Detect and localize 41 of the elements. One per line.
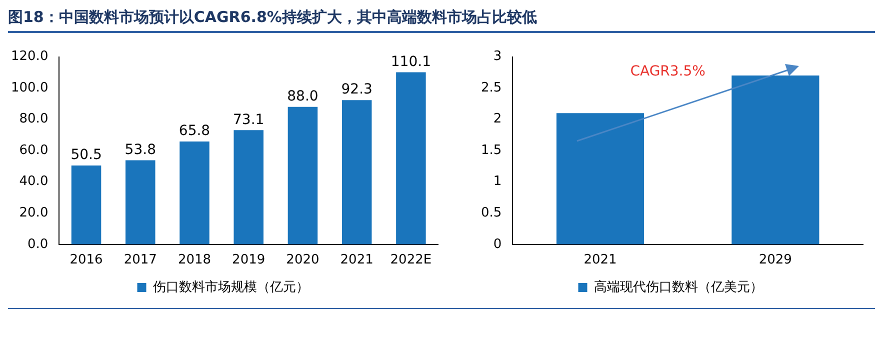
data-label: 88.0 xyxy=(287,88,318,104)
bar xyxy=(288,106,318,244)
data-label: 92.3 xyxy=(341,82,372,98)
data-label: 65.8 xyxy=(178,123,210,140)
bar xyxy=(71,165,102,244)
legend-label: 伤口数料市场规模（亿元） xyxy=(152,280,309,295)
bar xyxy=(396,72,426,244)
legend-label: 高端现代伤口数料（亿美元） xyxy=(594,278,763,295)
y-tick-label: 0.5 xyxy=(480,206,502,221)
y-tick-label: 3 xyxy=(493,49,502,64)
y-tick-label: 80.0 xyxy=(19,112,48,127)
bar xyxy=(234,130,264,244)
x-tick-label: 2029 xyxy=(758,252,792,268)
x-tick-label: 2019 xyxy=(232,252,266,268)
x-tick-label: 2021 xyxy=(340,252,374,268)
y-tick-label: 20.0 xyxy=(19,206,48,221)
x-tick-label: 2022E xyxy=(390,252,432,268)
x-tick-label: 2018 xyxy=(178,252,212,268)
y-tick-label: 1 xyxy=(493,174,502,190)
chart-title: 图18：中国数料市场预计以CAGR6.8%持续扩大，其中高端数料市场占比较低 xyxy=(8,8,875,33)
y-tick-label: 2.5 xyxy=(480,80,502,96)
data-label: 73.1 xyxy=(233,112,264,128)
data-label: 110.1 xyxy=(390,54,431,70)
data-label: 50.5 xyxy=(70,147,102,164)
bar xyxy=(126,160,156,244)
x-tick-label: 2017 xyxy=(124,252,157,268)
annotation: CAGR3.5% xyxy=(630,63,706,80)
y-tick-label: 40.0 xyxy=(19,174,48,190)
y-tick-label: 120.0 xyxy=(11,49,48,64)
y-tick-label: 1.5 xyxy=(480,142,502,158)
y-tick-label: 100.0 xyxy=(11,80,48,96)
y-tick-label: 0.0 xyxy=(28,236,48,252)
x-tick-label: 2020 xyxy=(286,252,320,268)
y-tick-label: 0 xyxy=(493,236,502,252)
bar xyxy=(342,100,372,244)
x-tick-label: 2021 xyxy=(584,252,617,268)
x-tick-label: 2016 xyxy=(70,252,103,268)
data-label: 53.8 xyxy=(124,142,156,158)
bar xyxy=(180,142,210,244)
y-tick-label: 60.0 xyxy=(19,142,48,158)
y-tick-label: 2 xyxy=(493,112,502,127)
